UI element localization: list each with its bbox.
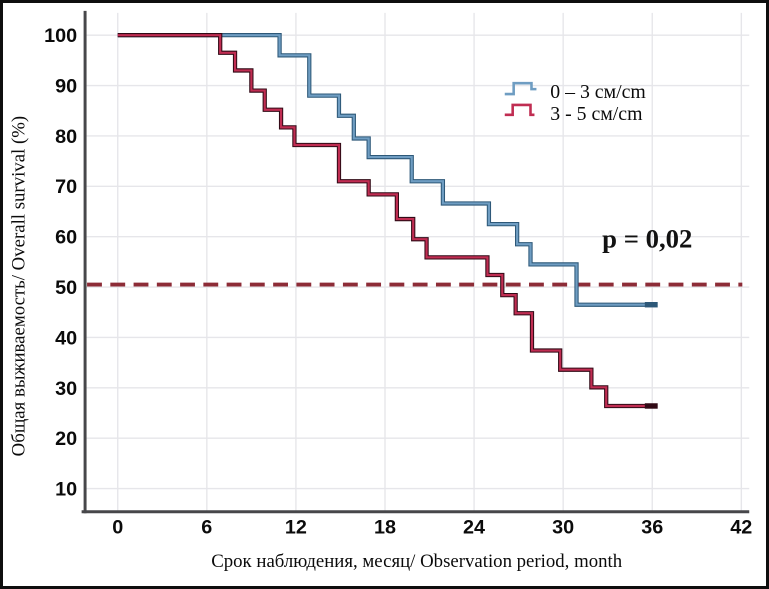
gridlines bbox=[86, 12, 750, 511]
legend-label-group2: 3 - 5 см/cm bbox=[550, 103, 643, 125]
x-tick-label: 42 bbox=[730, 517, 752, 539]
legend: 0 – 3 см/cm 3 - 5 см/cm bbox=[504, 81, 646, 125]
y-tick-label: 100 bbox=[44, 25, 77, 47]
y-tick-label: 50 bbox=[55, 277, 77, 299]
x-tick-label: 30 bbox=[552, 517, 574, 539]
y-axis-title: Общая выживаемость/ Overall survival (%) bbox=[9, 116, 30, 456]
y-tick-label: 40 bbox=[55, 327, 77, 349]
legend-swatch-group1-icon bbox=[504, 81, 537, 96]
survival-curve-red bbox=[117, 34, 657, 408]
x-tick-label: 0 bbox=[112, 517, 123, 539]
x-tick-label: 24 bbox=[463, 517, 485, 539]
tick-labels: 10 20 30 40 50 60 70 80 90 100 0 6 12 18 24 30 36 42 bbox=[44, 25, 752, 538]
legend-label-group1: 0 – 3 см/cm bbox=[550, 81, 646, 103]
legend-swatch-group2-icon bbox=[504, 103, 535, 117]
y-tick-label: 30 bbox=[55, 378, 77, 400]
y-tick-label: 20 bbox=[55, 428, 77, 450]
x-axis-title: Срок наблюдения, месяц/ Observation peri… bbox=[211, 551, 623, 572]
x-tick-label: 6 bbox=[201, 517, 212, 539]
x-tick-label: 12 bbox=[285, 517, 307, 539]
x-tick-label: 18 bbox=[374, 517, 396, 539]
p-value-annotation: p = 0,02 bbox=[602, 223, 692, 253]
survival-chart: 10 20 30 40 50 60 70 80 90 100 0 6 12 18 24 30 36 42 Обща… bbox=[9, 10, 752, 572]
survival-curve-blue bbox=[117, 34, 657, 306]
survival-curves bbox=[117, 33, 658, 409]
x-tick-label: 36 bbox=[641, 517, 663, 539]
y-tick-label: 90 bbox=[55, 75, 77, 97]
y-tick-label: 10 bbox=[55, 479, 77, 501]
y-tick-label: 80 bbox=[55, 126, 77, 148]
y-tick-label: 60 bbox=[55, 227, 77, 249]
axes bbox=[81, 10, 750, 514]
y-tick-label: 70 bbox=[55, 176, 77, 198]
